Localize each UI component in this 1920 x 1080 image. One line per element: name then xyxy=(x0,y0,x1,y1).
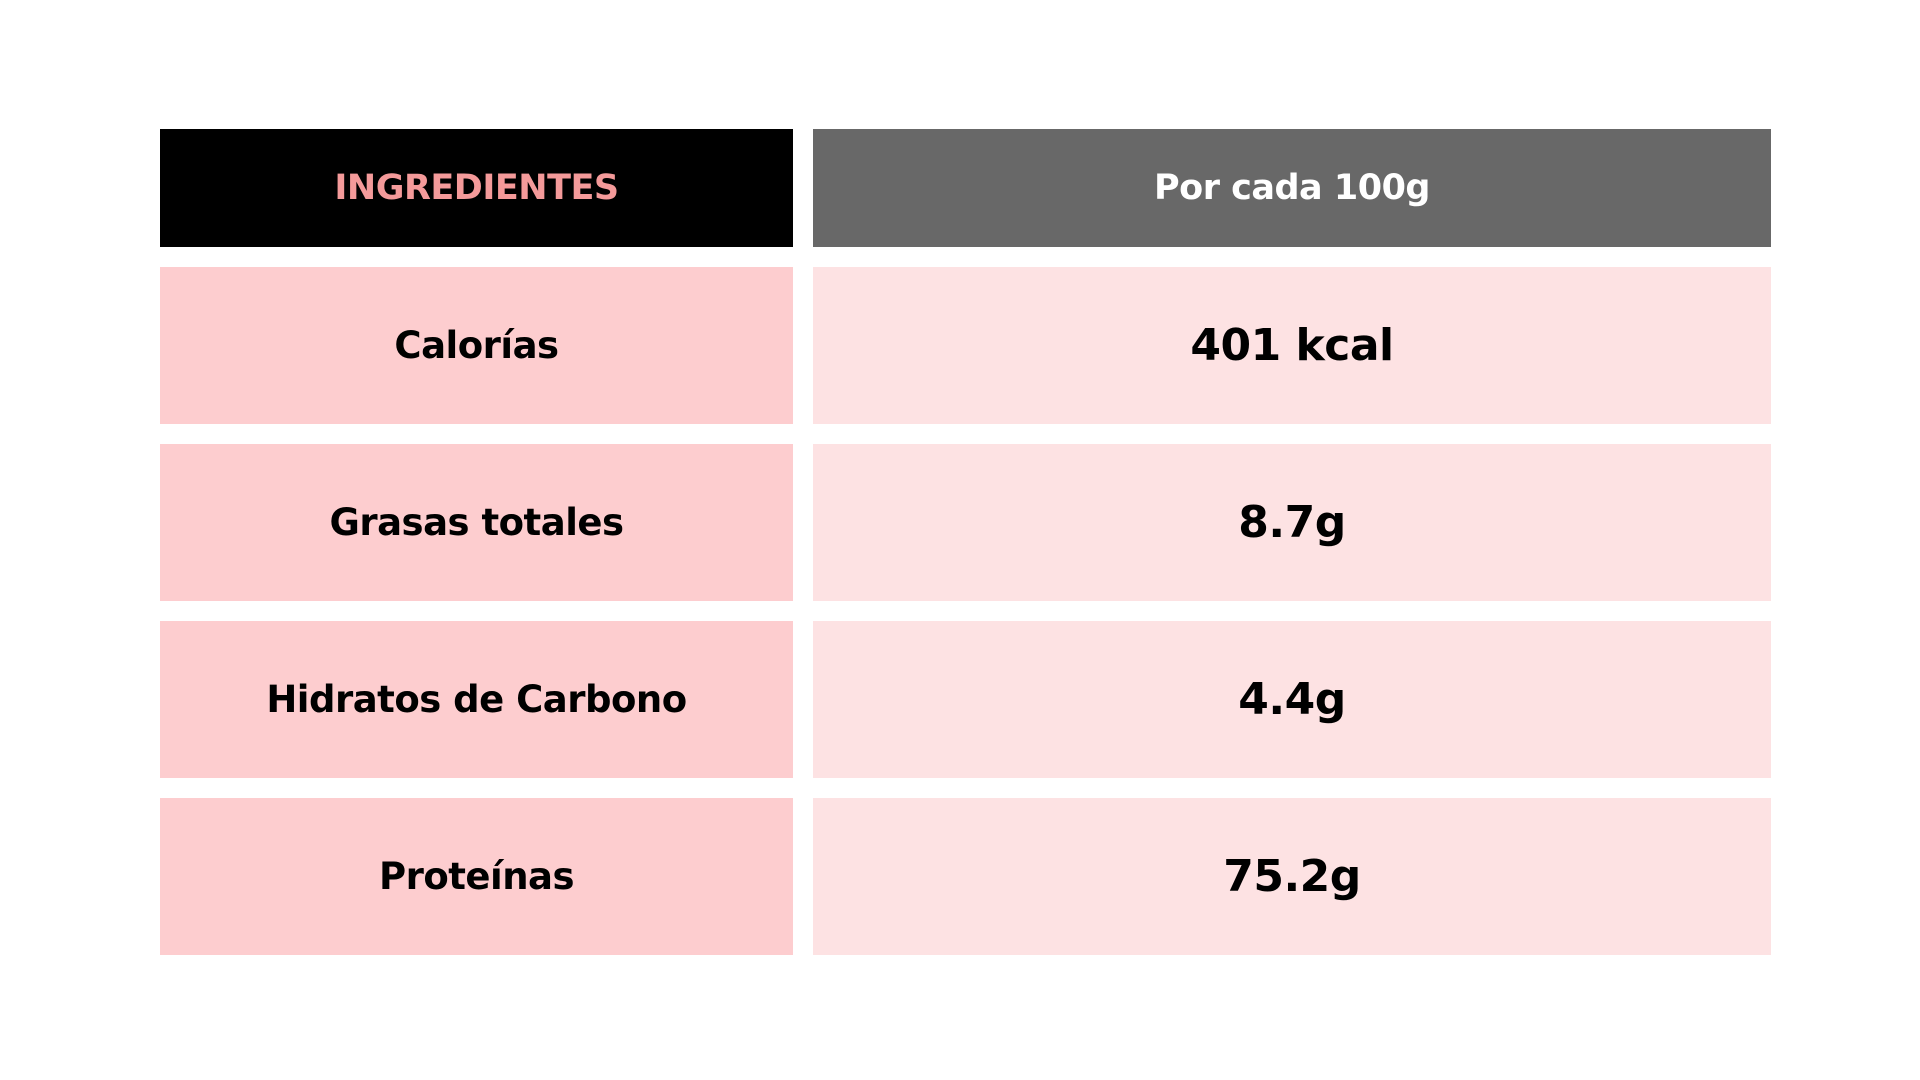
header-per-100g: Por cada 100g xyxy=(813,129,1771,247)
row-label-hidratos: Hidratos de Carbono xyxy=(160,621,793,778)
row-value-hidratos: 4.4g xyxy=(813,621,1771,778)
row-label-calorias: Calorías xyxy=(160,267,793,424)
row-label-grasas: Grasas totales xyxy=(160,444,793,601)
nutrition-table: INGREDIENTES Por cada 100g Calorías 401 … xyxy=(160,129,1771,955)
row-value-grasas: 8.7g xyxy=(813,444,1771,601)
row-value-proteinas: 75.2g xyxy=(813,798,1771,955)
row-label-proteinas: Proteínas xyxy=(160,798,793,955)
row-value-calorias: 401 kcal xyxy=(813,267,1771,424)
header-ingredientes: INGREDIENTES xyxy=(160,129,793,247)
